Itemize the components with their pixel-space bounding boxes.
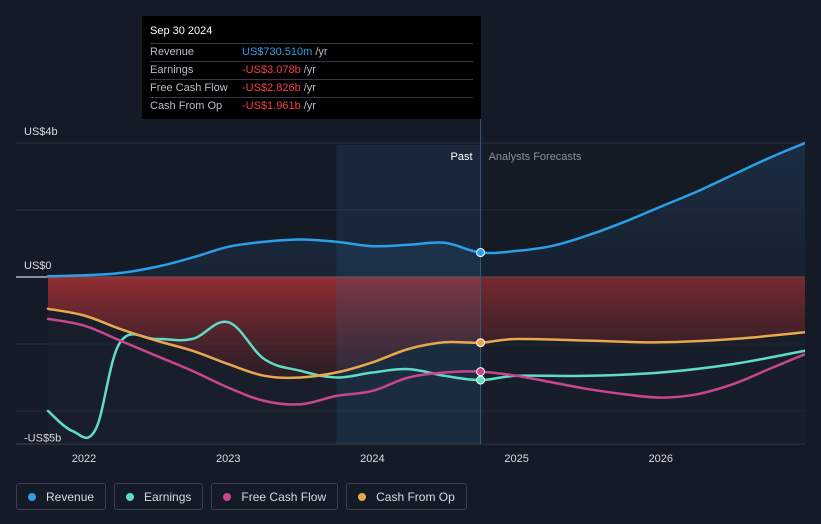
- x-tick-label: 2025: [504, 453, 528, 465]
- tooltip-unit: /yr: [315, 46, 328, 58]
- negative-area: [48, 277, 805, 378]
- x-tick-label: 2024: [360, 453, 384, 465]
- past-highlight-band: [336, 145, 481, 444]
- tooltip-value: US$730.510m: [242, 46, 313, 58]
- tooltip-row-revenue: Revenue US$730.510m /yr: [150, 43, 473, 61]
- forecast-overlay: [480, 145, 805, 444]
- tooltip-label: Cash From Op: [150, 100, 223, 112]
- past-label: Past: [451, 151, 473, 163]
- tooltip-value: -US$1.961b: [242, 100, 301, 112]
- tooltip-value: -US$2.826b: [242, 82, 301, 94]
- legend-item-free-cash-flow[interactable]: Free Cash Flow: [211, 483, 339, 510]
- legend-item-cash-from-op[interactable]: Cash From Op: [346, 483, 467, 510]
- revenue-area: [48, 143, 805, 277]
- x-tick-label: 2026: [649, 453, 673, 465]
- tooltip-row-earnings: Earnings -US$3.078b /yr: [150, 61, 473, 79]
- y-tick-label: -US$5b: [24, 433, 61, 445]
- free-cash-flow-marker: [476, 367, 486, 377]
- forecast-label: Analysts Forecasts: [489, 151, 582, 163]
- legend-item-revenue[interactable]: Revenue: [16, 483, 107, 510]
- tooltip-value: -US$3.078b: [242, 64, 301, 76]
- legend-label: Earnings: [144, 489, 192, 504]
- tooltip-unit: /yr: [303, 64, 316, 76]
- tooltip-label: Revenue: [150, 46, 195, 58]
- tooltip-date: Sep 30 2024: [150, 25, 213, 37]
- revenue-marker: [476, 248, 486, 258]
- earnings-dot-icon: [126, 492, 135, 501]
- tooltip-label: Earnings: [150, 64, 194, 76]
- cash-from-op-dot-icon: [358, 492, 367, 501]
- revenue-dot-icon: [28, 492, 36, 501]
- legend-label: Free Cash Flow: [241, 489, 327, 504]
- revenue-line: [46, 141, 805, 278]
- x-tick-label: 2023: [216, 453, 240, 465]
- tooltip-label: Free Cash Flow: [150, 82, 228, 94]
- free-cash-flow-dot-icon: [223, 492, 232, 501]
- tooltip-unit: /yr: [303, 100, 316, 112]
- cash-from-op-marker: [476, 338, 486, 348]
- y-tick-label: US$4b: [24, 126, 58, 138]
- y-tick-label: US$0: [24, 260, 52, 272]
- legend-label: Cash From Op: [376, 489, 455, 504]
- legend-item-earnings[interactable]: Earnings: [114, 483, 204, 510]
- x-tick-label: 2022: [72, 453, 96, 465]
- legend-label: Revenue: [46, 489, 95, 504]
- tooltip-unit: /yr: [303, 82, 316, 94]
- tooltip-row-cash-from-op: Cash From Op -US$1.961b /yr: [150, 97, 473, 115]
- tooltip: Sep 30 2024 Revenue US$730.510m /yr Earn…: [142, 16, 481, 119]
- earnings-marker: [476, 375, 486, 385]
- legend: Revenue Earnings Free Cash Flow Cash Fro…: [16, 483, 467, 510]
- tooltip-row-free-cash-flow: Free Cash Flow -US$2.826b /yr: [150, 79, 473, 97]
- free-cash-flow-line: [46, 317, 805, 406]
- cash-from-op-line: [46, 307, 805, 380]
- earnings-line: [46, 320, 805, 440]
